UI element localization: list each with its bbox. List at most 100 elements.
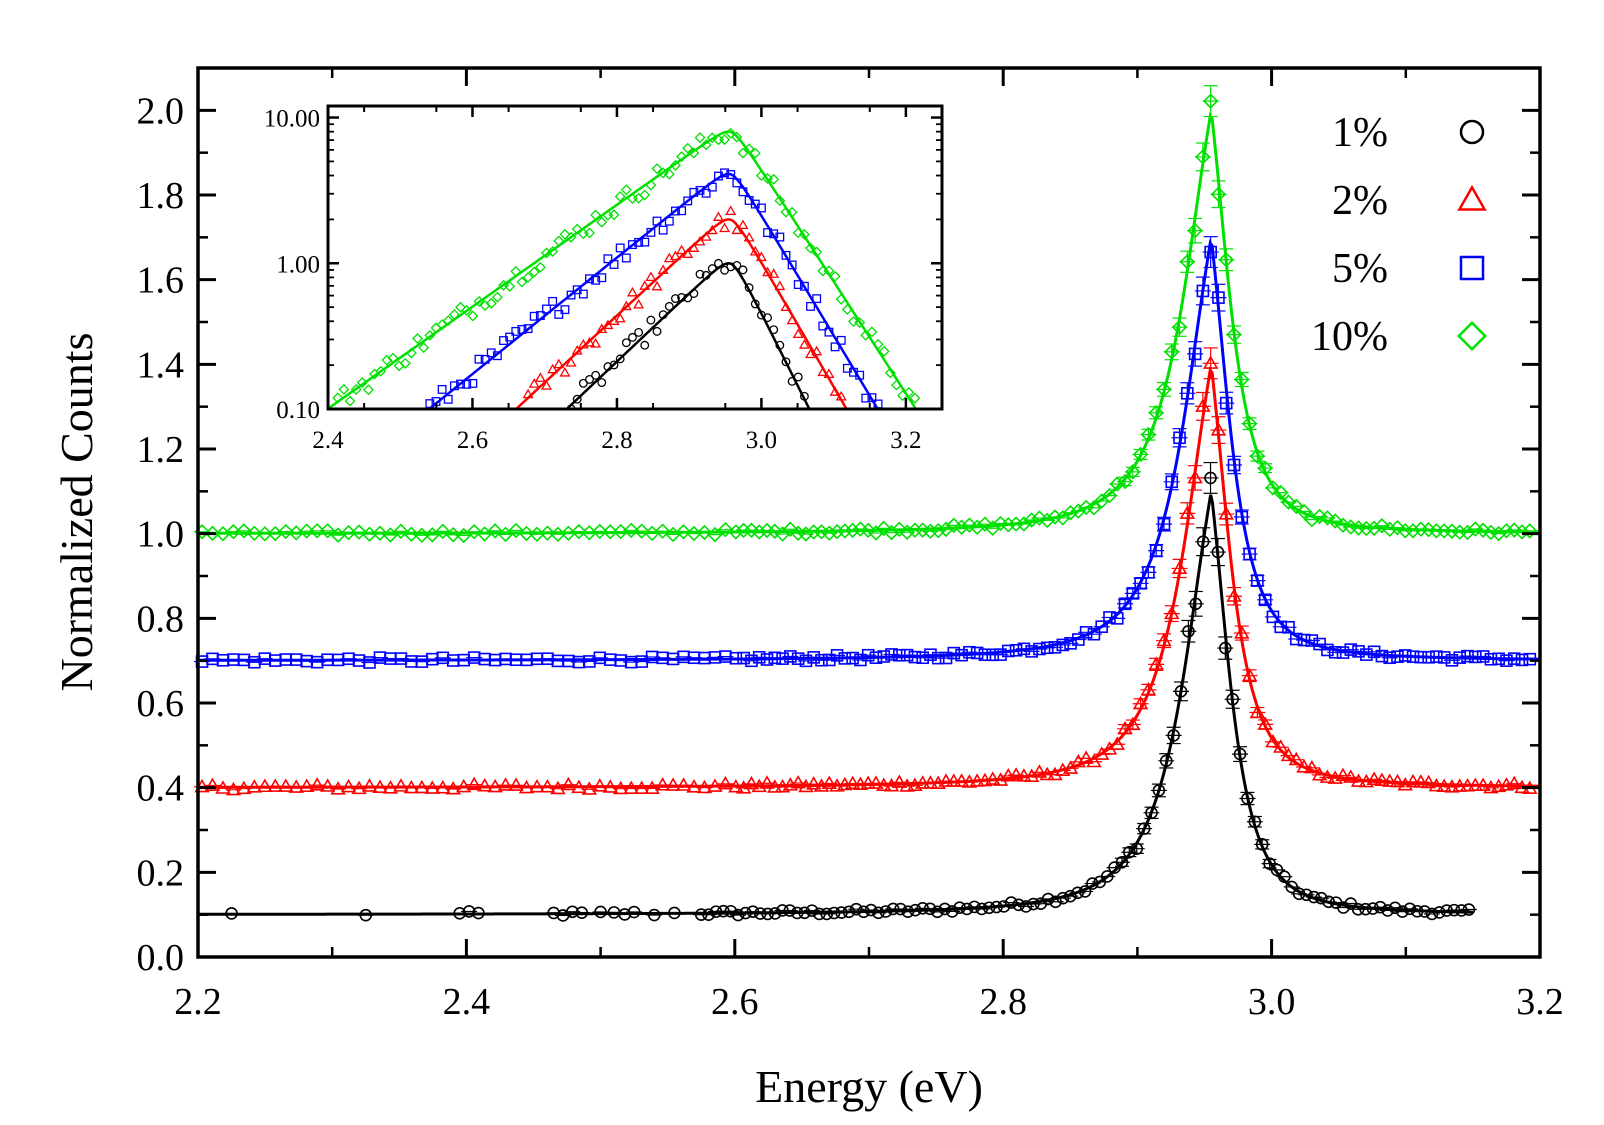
inset-plot: 2.4 2.6 2.8 3.0 3.2 0.10 1.00 10.00 (264, 104, 944, 454)
data-point (393, 523, 409, 540)
data-point (857, 905, 870, 919)
data-point (1319, 510, 1336, 526)
inset-data-point (755, 251, 767, 262)
data-point (403, 526, 420, 542)
data-point (945, 905, 959, 918)
x-tick-label: 2.4 (443, 981, 491, 1023)
data-point (633, 780, 650, 795)
inset-data-point (628, 332, 637, 342)
inset-data-point (774, 195, 786, 207)
data-point (1461, 649, 1474, 663)
inset-data-point (829, 386, 841, 396)
data-point (1218, 506, 1234, 520)
data-point (246, 525, 263, 542)
data-point (752, 650, 766, 664)
inset-data-point (553, 358, 565, 369)
data-point (1164, 605, 1180, 620)
data-point (1344, 643, 1358, 656)
data-point (1352, 645, 1365, 658)
inset-data-point (812, 294, 822, 304)
data-point (575, 906, 589, 919)
inset-data-point (387, 352, 399, 364)
data-point (717, 521, 734, 538)
x-tick-label: 2.8 (979, 981, 1027, 1023)
legend-label-1pct: 1% (1332, 110, 1388, 156)
data-point (1132, 695, 1149, 710)
inset-data-point (584, 336, 595, 347)
data-point (821, 775, 837, 789)
data-point (922, 523, 939, 540)
data-point (1171, 560, 1188, 574)
data-point (1171, 319, 1188, 335)
x-tick-label: 3.2 (1516, 981, 1564, 1023)
data-point (278, 523, 294, 540)
inset-data-point (578, 378, 588, 388)
inset-data-point (614, 312, 626, 323)
data-point (1391, 650, 1404, 663)
data-point (1211, 545, 1225, 559)
data-point (1115, 855, 1129, 869)
data-point (961, 517, 978, 533)
data-point (970, 646, 984, 660)
data-point (955, 648, 968, 662)
data-point (1086, 877, 1099, 890)
data-point (1475, 522, 1491, 538)
data-point (1500, 654, 1513, 667)
data-point (922, 775, 939, 789)
data-point (1152, 784, 1166, 797)
data-point (1285, 880, 1299, 894)
inset-data-point (332, 392, 344, 404)
inset-data-point (793, 372, 803, 382)
inset-data-point (867, 393, 877, 403)
inset-data-point (559, 366, 571, 377)
inset-data-point (688, 242, 700, 252)
data-point (805, 904, 819, 917)
inset-data-point (455, 301, 467, 313)
data-point (1078, 750, 1094, 764)
data-point (1430, 650, 1443, 663)
data-point (359, 908, 373, 922)
data-point (445, 781, 461, 795)
inset-data-point (652, 216, 662, 226)
inset-data-point (689, 289, 699, 298)
data-point (1041, 892, 1055, 906)
inset-data-point (597, 273, 607, 283)
data-point (665, 777, 681, 791)
legend-marker-10pct (1457, 321, 1487, 351)
y-tick-label: 1.4 (137, 344, 185, 386)
inset-data-point (603, 254, 613, 264)
data-point (1282, 620, 1295, 634)
data-point (487, 523, 503, 539)
inset-data-point (547, 246, 559, 258)
data-point (968, 900, 981, 914)
data-point (743, 775, 760, 790)
y-tick-label: 1.2 (137, 429, 185, 471)
inset-data-point (671, 206, 680, 216)
data-point (1048, 641, 1062, 654)
inset-data-point (534, 261, 546, 273)
inset-data-point (356, 377, 368, 389)
inset-data-point (763, 313, 773, 323)
data-point (861, 648, 875, 662)
data-point (215, 780, 231, 794)
data-point (849, 902, 863, 916)
data-point (372, 525, 388, 542)
data-point (1064, 889, 1077, 903)
inset-data-point (338, 383, 350, 395)
inset-data-point (511, 326, 521, 336)
data-point (1288, 498, 1305, 515)
inset-data-point (700, 139, 712, 151)
data-point (1321, 643, 1334, 657)
data-point (963, 645, 976, 659)
data-point (737, 651, 750, 665)
data-point (466, 776, 482, 791)
data-point (1008, 767, 1024, 781)
inset-data-point (640, 340, 650, 350)
data-point (1148, 656, 1164, 670)
inset-data-point (872, 338, 884, 350)
data-point (751, 524, 767, 540)
main-y-tick-labels: 0.0 0.2 0.4 0.6 0.8 1.0 1.2 1.4 1.6 1.8 2.0 (137, 90, 185, 979)
data-point (1459, 524, 1476, 541)
data-point (947, 646, 961, 660)
inset-y-tick-labels: 0.10 1.00 10.00 (264, 106, 320, 424)
